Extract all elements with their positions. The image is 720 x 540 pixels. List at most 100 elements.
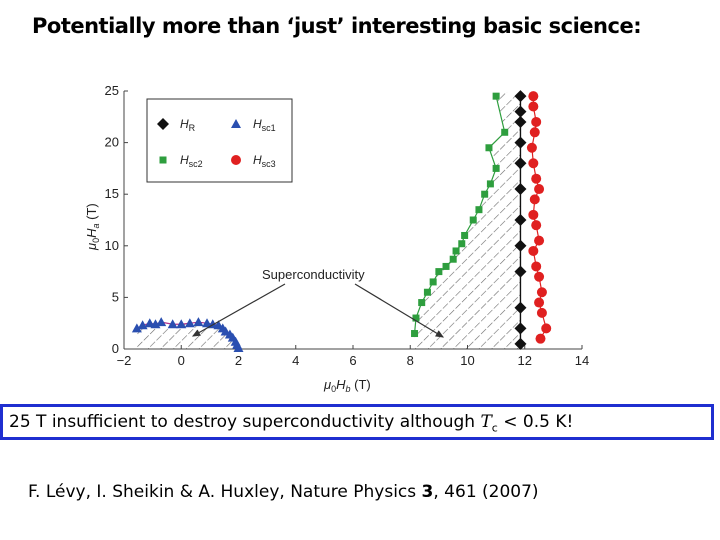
point-hr [514,115,527,128]
legend: HR Hsc1 Hsc2 Hsc3 [146,98,293,183]
annotation-superconductivity: Superconductivity [262,267,365,282]
y-tick-label: 10 [105,238,119,253]
point-hsc1 [193,317,204,327]
point-hr [514,265,527,278]
point-hsc2 [435,268,443,276]
point-hsc2 [486,180,494,188]
point-hsc1 [233,342,244,352]
x-tick-label: 4 [292,353,299,368]
point-hsc2 [481,190,489,198]
point-hr [514,183,527,196]
hatch-region-low-field [136,322,239,349]
point-hsc1 [176,319,187,329]
y-tick-label: 5 [112,289,119,304]
x-axis-label: μ0Hb (T) [323,377,371,394]
annotation-arrow-right [354,283,445,338]
callout-symbol: T [480,412,492,432]
point-hsc2 [492,92,500,100]
point-hsc3 [534,297,545,308]
slide-title: Potentially more than ‘just’ interesting… [32,14,642,38]
legend-label-hsc1: Hsc1 [253,117,276,133]
point-hsc3 [534,184,545,195]
x-tick-label: 0 [178,353,185,368]
superconducting-region [136,91,521,349]
point-hsc2 [452,247,460,255]
point-hsc3 [535,333,546,344]
point-hsc3 [531,173,542,184]
legend-marker-hsc2 [159,156,167,164]
point-hsc2 [485,144,493,152]
point-hsc3 [526,142,537,153]
point-hsc3 [529,127,540,138]
legend-marker-hsc1 [231,119,241,128]
point-hsc2 [449,255,457,263]
point-hsc3 [531,116,542,127]
point-hsc2 [411,330,419,338]
point-hsc3 [534,271,545,282]
y-tick-label: 20 [105,135,119,150]
point-hsc2 [475,206,483,214]
legend-marker-hsc3 [231,155,241,165]
point-hsc2 [412,314,420,322]
citation-prefix: F. Lévy, I. Sheikin & A. Huxley, Nature … [28,482,422,502]
point-hsc3 [541,323,552,334]
point-hsc3 [528,245,539,256]
point-hsc3 [536,307,547,318]
legend-marker-hr [157,118,169,130]
point-hsc1 [144,318,155,328]
point-hsc2 [469,216,477,224]
point-hsc2 [458,240,466,248]
y-axis-label: μ0Ha (T) [84,203,101,251]
x-tick-label: 10 [460,353,474,368]
point-hsc3 [531,261,542,272]
point-hsc3 [531,220,542,231]
point-hsc2 [461,231,469,239]
point-hsc2 [501,128,509,136]
point-hsc2 [418,299,426,307]
point-hsc2 [442,262,450,270]
callout-sub: c [491,421,498,435]
point-hr [514,301,527,314]
point-hsc3 [536,287,547,298]
axis-labels: μ0Hb (T) μ0Ha (T) [84,203,371,394]
point-hsc3 [528,91,539,102]
hatch-region-high-field [414,91,521,349]
annotation-arrow-left [191,283,286,337]
point-hr [514,322,527,335]
callout-suffix: < 0.5 K! [497,412,574,432]
x-tick-label: 8 [407,353,414,368]
point-hsc3 [528,158,539,169]
point-hsc1 [156,317,167,327]
point-hr [514,157,527,170]
y-tick-label: 0 [112,341,119,356]
citation-volume: 3 [421,482,434,502]
point-hsc2 [429,278,437,286]
x-tick-label: 12 [518,353,532,368]
y-tick-label: 15 [105,186,119,201]
x-tick-label: −2 [117,353,132,368]
point-hr [514,136,527,149]
point-hr [514,239,527,252]
x-tick-label: 6 [349,353,356,368]
point-hsc1 [184,318,195,328]
point-hr [514,337,527,350]
legend-box [146,98,293,183]
citation: F. Lévy, I. Sheikin & A. Huxley, Nature … [28,482,539,502]
annotation: Superconductivity [191,267,445,338]
point-hsc1 [131,323,142,333]
legend-label-hsc2: Hsc2 [180,153,203,169]
point-hsc1 [202,318,213,328]
point-hsc3 [529,194,540,205]
x-tick-label: 14 [575,353,589,368]
point-hr [514,214,527,226]
x-tick-label: 2 [235,353,242,368]
point-hsc1 [167,319,178,329]
callout-prefix: 25 T insufficient to destroy superconduc… [9,412,481,432]
point-hsc2 [423,288,431,296]
citation-suffix: , 461 (2007) [433,482,539,502]
point-hr [514,105,527,118]
legend-label-hr: HR [180,117,196,133]
callout-box: 25 T insufficient to destroy superconduc… [0,404,714,440]
